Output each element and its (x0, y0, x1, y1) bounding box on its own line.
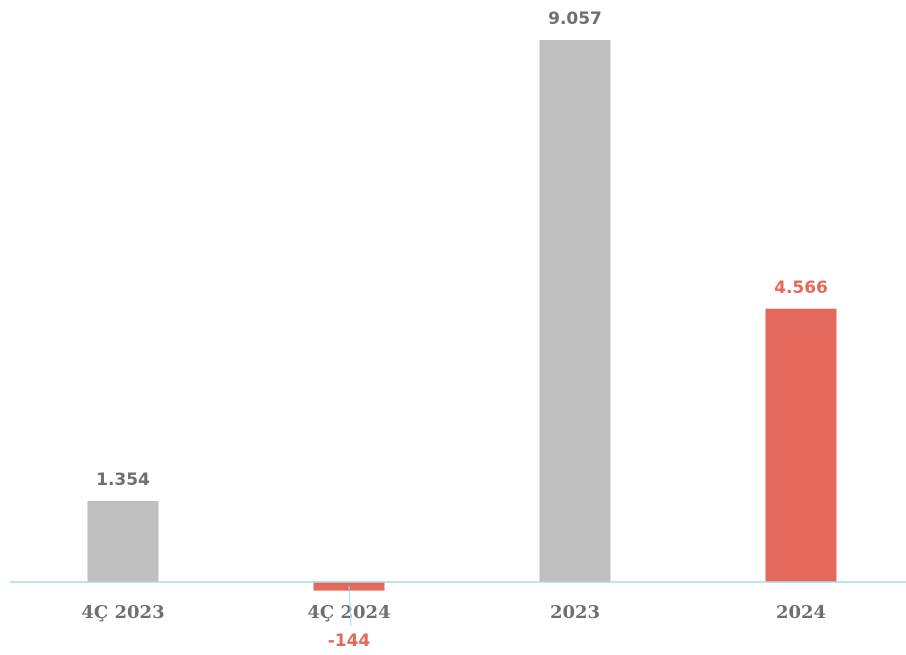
value-label-3: 4.566 (774, 278, 828, 298)
category-label-2: 2023 (550, 602, 600, 623)
value-label-0: 1.354 (96, 470, 150, 490)
bar-0 (87, 500, 159, 582)
value-label-leader-1 (348, 585, 352, 627)
category-labels: 4Ç 2023 4Ç 2024 2023 2024 (81, 602, 826, 623)
bar-3 (765, 308, 837, 582)
category-label-3: 2024 (776, 602, 826, 623)
bar-2 (539, 40, 611, 582)
value-label-1: -144 (328, 631, 371, 651)
category-label-1: 4Ç 2024 (307, 602, 390, 623)
bars-group (87, 40, 837, 591)
value-labels: 1.354 -144 9.057 4.566 (96, 9, 828, 651)
value-label-2: 9.057 (548, 9, 602, 29)
category-label-0: 4Ç 2023 (81, 602, 164, 623)
